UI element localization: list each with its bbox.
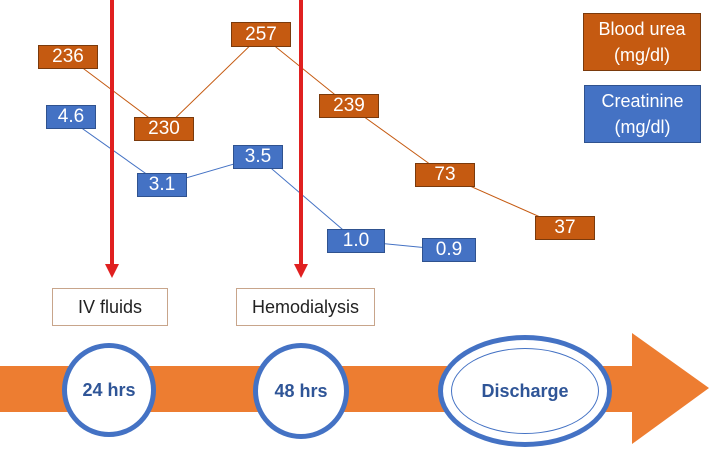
legend-creatinine-line-1: Creatinine bbox=[601, 91, 684, 111]
urea-value-5: 73 bbox=[415, 163, 475, 187]
hemodialysis-label: Hemodialysis bbox=[236, 288, 375, 326]
iv-fluids-marker-arrowhead bbox=[105, 264, 119, 278]
creatinine-value-2: 3.1 bbox=[137, 173, 187, 197]
urea-value-6: 37 bbox=[535, 216, 595, 240]
milestone-discharge-inner-ring: Discharge bbox=[451, 348, 599, 434]
milestone-discharge: Discharge bbox=[438, 335, 612, 447]
urea-value-1: 236 bbox=[38, 45, 98, 69]
urea-value-3: 257 bbox=[231, 22, 291, 47]
timeline-arrow bbox=[0, 333, 709, 444]
legend-creatinine: Creatinine (mg/dl) bbox=[584, 85, 701, 143]
creatinine-value-3: 3.5 bbox=[233, 145, 283, 169]
iv-fluids-label: IV fluids bbox=[52, 288, 168, 326]
legend-blood-urea-line-2: (mg/dl) bbox=[613, 45, 670, 65]
legend-blood-urea-line-1: Blood urea bbox=[598, 19, 686, 39]
creatinine-value-4: 1.0 bbox=[327, 229, 385, 253]
legend-creatinine-line-2: (mg/dl) bbox=[614, 117, 671, 137]
milestone-24-hrs: 24 hrs bbox=[62, 343, 156, 437]
urea-value-2: 230 bbox=[134, 117, 194, 141]
urea-value-4: 239 bbox=[319, 94, 379, 118]
creatinine-value-5: 0.9 bbox=[422, 238, 476, 262]
legend-blood-urea: Blood urea (mg/dl) bbox=[583, 13, 701, 71]
milestone-48-hrs: 48 hrs bbox=[253, 343, 349, 439]
creatinine-value-1: 4.6 bbox=[46, 105, 96, 129]
hemodialysis-marker-arrowhead bbox=[294, 264, 308, 278]
